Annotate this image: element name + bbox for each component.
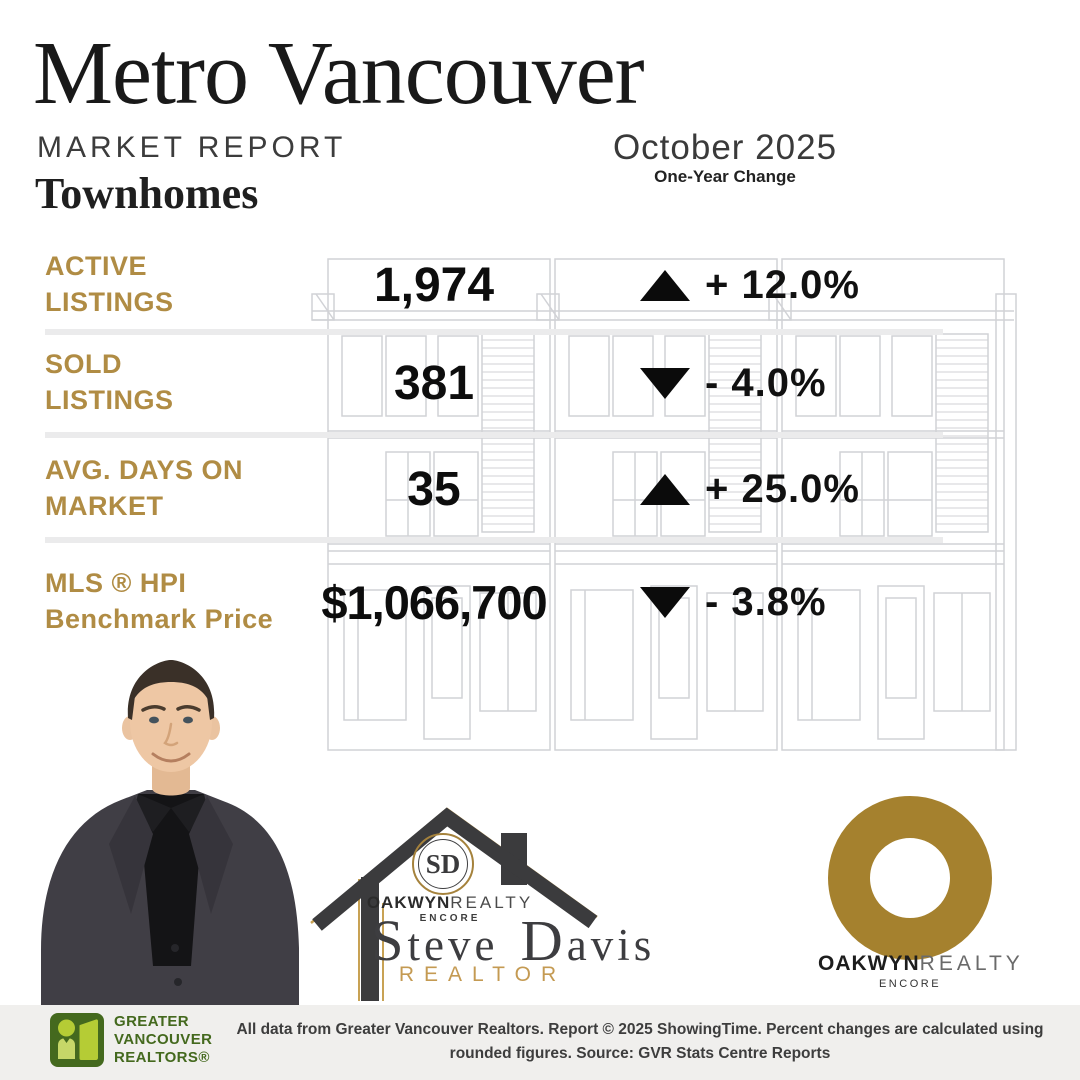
brokerage-light: REALTY [450, 893, 534, 912]
stat-row-benchmark-price: MLS ® HPI Benchmark Price $1,066,700 - 3… [0, 552, 1080, 652]
stat-change: - 4.0% [640, 361, 827, 406]
gvr-logo: GREATER VANCOUVER REALTORS® [50, 1013, 212, 1067]
agent-name: Steve Davis [371, 907, 655, 974]
stat-label: ACTIVE LISTINGS [45, 249, 300, 320]
agent-logo: SD OAKWYNREALTY ENCORE Steve Davis REALTO… [305, 793, 785, 1005]
oakwyn-encore: ENCORE [878, 978, 942, 990]
stat-row-avg-days: AVG. DAYS ON MARKET 35 + 25.0% [0, 442, 1080, 536]
stat-label-line1: SOLD [45, 349, 123, 380]
footer-disclaimer: All data from Greater Vancouver Realtors… [236, 1021, 1044, 1063]
stat-label: SOLD LISTINGS [45, 347, 300, 418]
brokerage-bold: OAKWYN [366, 893, 451, 912]
sd-monogram-letters: SD [418, 839, 468, 889]
trend-down-icon [640, 586, 690, 618]
stat-change: + 25.0% [640, 467, 860, 512]
row-divider [45, 329, 943, 335]
row-divider [45, 537, 943, 543]
change-percent: - 4.0% [705, 360, 827, 405]
page-title: Metro Vancouver [33, 24, 645, 123]
stat-label-line2: Benchmark Price [45, 604, 274, 634]
report-subtitle: MARKET REPORT [37, 131, 347, 164]
townhouse-line-art [311, 258, 1017, 751]
oakwyn-bold: OAKWYN [818, 952, 920, 975]
stat-label-line1: AVG. DAYS ON [45, 455, 244, 486]
agent-brokerage-encore: ENCORE [419, 913, 481, 924]
stat-value: $1,066,700 [321, 575, 547, 629]
realtor-photo [41, 660, 299, 1005]
agent-role: REALTOR [398, 963, 567, 986]
stat-label-line2: LISTINGS [45, 385, 174, 415]
stat-label-line2: LISTINGS [45, 287, 174, 317]
oakwyn-name: OAKWYNREALTY [818, 952, 1020, 976]
house-icon [310, 807, 598, 1001]
stat-label-line2: MARKET [45, 491, 164, 521]
stat-label-line1: MLS ® HPI [45, 568, 187, 599]
change-percent: + 25.0% [705, 466, 860, 511]
stat-change: + 12.0% [640, 263, 860, 308]
trend-down-icon [640, 367, 690, 399]
change-percent: + 12.0% [705, 262, 860, 307]
sd-monogram: SD [412, 833, 474, 895]
stat-value: 1,974 [373, 258, 495, 312]
agent-brokerage-name: OAKWYNREALTY [330, 893, 570, 913]
stat-change: - 3.8% [640, 580, 827, 625]
stat-row-active-listings: ACTIVE LISTINGS 1,974 + 12.0% [0, 238, 1080, 332]
gvr-wordmark: GREATER VANCOUVER REALTORS® [114, 1013, 213, 1066]
stat-label: AVG. DAYS ON MARKET [45, 453, 300, 524]
change-period-label: One-Year Change [654, 167, 796, 186]
stat-value: 35 [407, 462, 461, 516]
oakwyn-realty-logo: OAKWYNREALTY ENCORE [818, 792, 1020, 1002]
stat-label: MLS ® HPI Benchmark Price [45, 566, 300, 637]
change-percent: - 3.8% [705, 579, 827, 624]
oakwyn-ring-icon [828, 796, 992, 960]
stat-row-sold-listings: SOLD LISTINGS 381 - 4.0% [0, 336, 1080, 430]
footer: GREATER VANCOUVER REALTORS® All data fro… [0, 1005, 1080, 1080]
trend-up-icon [640, 269, 690, 301]
agent-first-name: Steve [371, 908, 499, 973]
gvr-icon [50, 1013, 104, 1067]
stat-value: 381 [393, 356, 475, 410]
row-divider [45, 432, 943, 438]
trend-up-icon [640, 473, 690, 505]
property-type: Townhomes [35, 169, 259, 218]
report-period: October 2025 [612, 128, 838, 167]
agent-last-name: Davis [520, 908, 656, 973]
oakwyn-light: REALTY [919, 952, 1024, 975]
stat-label-line1: ACTIVE [45, 251, 148, 282]
